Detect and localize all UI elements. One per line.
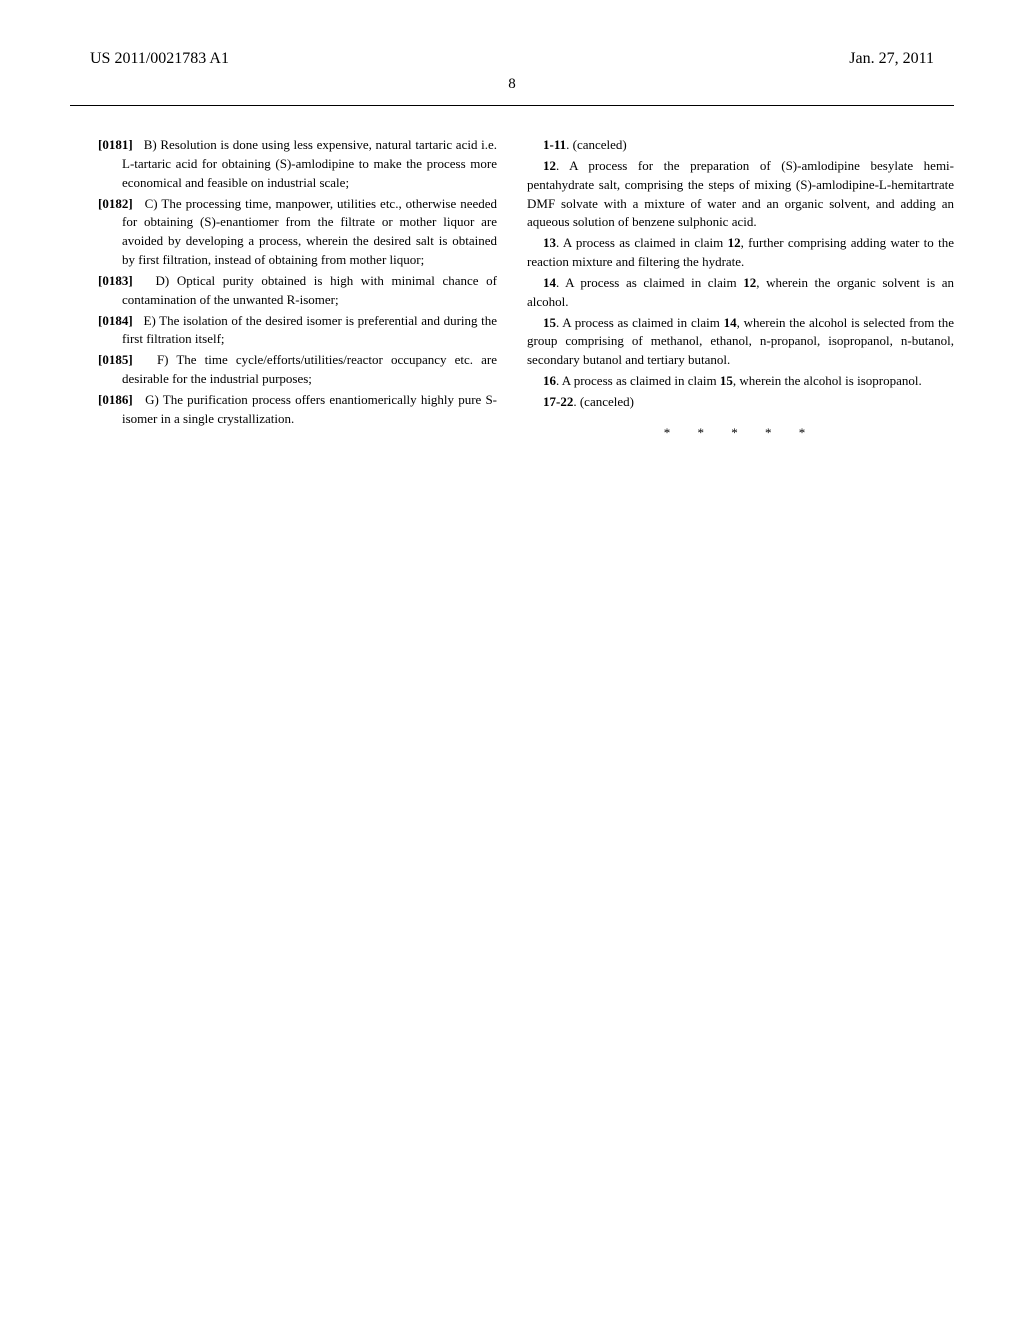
claim-number: 17-22 — [543, 394, 573, 409]
claim: 13. A process as claimed in claim 12, fu… — [527, 234, 954, 272]
para-text: C) The processing time, manpower, utilit… — [122, 196, 497, 268]
paragraph: [0185] F) The time cycle/efforts/utiliti… — [70, 351, 497, 389]
left-column: [0181] B) Resolution is done using less … — [70, 136, 497, 443]
claim: 14. A process as claimed in claim 12, wh… — [527, 274, 954, 312]
claim-text: . A process as claimed in claim — [556, 315, 724, 330]
page-number: 8 — [70, 76, 954, 93]
claim: 16. A process as claimed in claim 15, wh… — [527, 372, 954, 391]
paragraph: [0184] E) The isolation of the desired i… — [70, 312, 497, 350]
claim-ref: 15 — [720, 373, 733, 388]
para-text: E) The isolation of the desired isomer i… — [122, 313, 497, 347]
claim-text: . A process as claimed in claim — [556, 275, 743, 290]
claim-number: 15 — [543, 315, 556, 330]
para-number: [0185] — [98, 352, 133, 367]
claim-text: . (canceled) — [566, 137, 627, 152]
paragraph: [0181] B) Resolution is done using less … — [70, 136, 497, 193]
claim-text: , wherein the alcohol is isopropanol. — [733, 373, 922, 388]
claim-number: 12 — [543, 158, 556, 173]
para-number: [0181] — [98, 137, 133, 152]
para-text: G) The purification process offers enant… — [122, 392, 497, 426]
publication-date: Jan. 27, 2011 — [849, 50, 934, 68]
claim-text: . (canceled) — [573, 394, 634, 409]
para-text: D) Optical purity obtained is high with … — [122, 273, 497, 307]
content-columns: [0181] B) Resolution is done using less … — [70, 136, 954, 443]
header-divider — [70, 105, 954, 106]
claim: 17-22. (canceled) — [527, 393, 954, 412]
para-number: [0183] — [98, 273, 133, 288]
claim-number: 16 — [543, 373, 556, 388]
claim-number: 1-11 — [543, 137, 566, 152]
claim: 1-11. (canceled) — [527, 136, 954, 155]
claim: 12. A process for the preparation of (S)… — [527, 157, 954, 232]
para-text: F) The time cycle/efforts/utilities/reac… — [122, 352, 497, 386]
claim: 15. A process as claimed in claim 14, wh… — [527, 314, 954, 371]
page-header: US 2011/0021783 A1 Jan. 27, 2011 — [70, 50, 954, 68]
para-number: [0182] — [98, 196, 133, 211]
claim-number: 14 — [543, 275, 556, 290]
claim-text: . A process for the preparation of (S)-a… — [527, 158, 954, 230]
para-text: B) Resolution is done using less expensi… — [122, 137, 497, 190]
claim-ref: 12 — [728, 235, 741, 250]
claim-ref: 12 — [743, 275, 756, 290]
paragraph: [0182] C) The processing time, manpower,… — [70, 195, 497, 270]
para-number: [0186] — [98, 392, 133, 407]
claim-text: . A process as claimed in claim — [556, 373, 720, 388]
para-number: [0184] — [98, 313, 133, 328]
claim-number: 13 — [543, 235, 556, 250]
claim-text: . A process as claimed in claim — [556, 235, 728, 250]
paragraph: [0186] G) The purification process offer… — [70, 391, 497, 429]
publication-number: US 2011/0021783 A1 — [90, 50, 229, 68]
end-marker: * * * * * — [527, 424, 954, 443]
right-column: 1-11. (canceled) 12. A process for the p… — [527, 136, 954, 443]
claim-ref: 14 — [724, 315, 737, 330]
paragraph: [0183] D) Optical purity obtained is hig… — [70, 272, 497, 310]
